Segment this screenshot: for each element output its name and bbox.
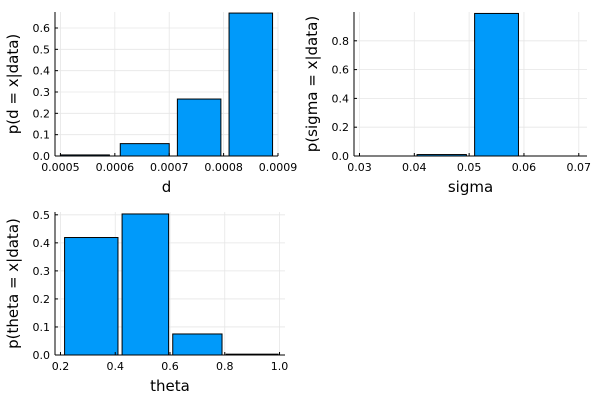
y-axis-label: p(d = x|data) [4,34,22,135]
y-tick-label: 0.6 [332,64,350,77]
y-tick-label: 0.1 [33,321,51,334]
plot-sigma: 0.03 0.04 0.05 0.06 0.07 0.0 0.2 0.4 0.6 0.8 sigma… [303,12,591,196]
y-tick-label: 0.4 [33,65,51,78]
y-tick-label: 0.3 [33,265,51,278]
x-tick-label: 0.05 [457,161,482,174]
y-tick-label: 0.6 [33,22,51,35]
x-tick-label: 0.0007 [150,161,189,174]
x-tick-label: 0.4 [106,360,124,373]
y-axis-label: p(theta = x|data) [4,218,22,349]
x-tick-label: 0.03 [347,161,372,174]
bar-d-3 [176,98,222,157]
y-tick-label: 0.0 [33,349,51,362]
x-tick-label: 0.2 [52,360,70,373]
bar-theta-3 [172,333,223,356]
x-tick-label: 0.07 [567,161,592,174]
x-tick-label: 0.0008 [204,161,243,174]
y-tick-label: 0.2 [332,121,350,134]
y-tick-label: 0.3 [33,86,51,99]
x-tick-label: 1.0 [271,360,289,373]
y-tick-label: 0.0 [332,150,350,163]
x-tick-label: 0.8 [216,360,234,373]
bar-sigma-3 [474,12,519,157]
y-tick-label: 0.2 [33,293,51,306]
y-tick-label: 0.5 [33,209,51,222]
x-tick-label: 0.06 [512,161,537,174]
y-tick-label: 0.4 [33,237,51,250]
x-tick-label: 0.0006 [96,161,135,174]
x-tick-label: 0.0005 [41,161,80,174]
bar-d-2 [119,143,170,157]
x-axis-label: sigma [448,178,493,196]
y-tick-label: 0.4 [332,92,350,105]
x-tick-label: 0.04 [402,161,427,174]
y-tick-label: 0.0 [33,150,51,163]
bar-theta-1 [64,237,119,356]
y-tick-label: 0.8 [332,35,350,48]
bar-theta-2 [121,213,170,356]
x-tick-label: 0.6 [161,360,179,373]
x-axis-label: theta [150,377,190,395]
y-axis-label: p(sigma = x|data) [303,16,321,152]
y-tick-label: 0.2 [33,107,51,120]
y-tick-label: 0.1 [33,129,51,142]
y-tick-label: 0.5 [33,43,51,56]
x-axis-label: d [162,178,172,196]
x-tick-label: 0.0009 [259,161,298,174]
bar-d-4 [228,12,274,157]
plot-d: 0.0005 0.0006 0.0007 0.0008 0.0009 0.0 0.1 0.2 0… [4,12,297,196]
plot-theta: 0.2 0.4 0.6 0.8 1.0 0.0 0.1 0.2 0.3 0.4 0.5 theta p(… [4,209,288,395]
